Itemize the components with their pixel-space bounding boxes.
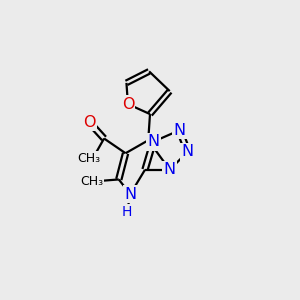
Text: H: H [122, 205, 132, 219]
Text: O: O [83, 115, 96, 130]
Text: N: N [147, 134, 159, 149]
Text: CH₃: CH₃ [77, 152, 100, 165]
Text: CH₃: CH₃ [80, 175, 103, 188]
Text: N: N [164, 162, 176, 177]
Text: N: N [173, 123, 185, 138]
Text: O: O [122, 97, 134, 112]
Text: N: N [182, 144, 194, 159]
Text: N: N [124, 187, 136, 202]
